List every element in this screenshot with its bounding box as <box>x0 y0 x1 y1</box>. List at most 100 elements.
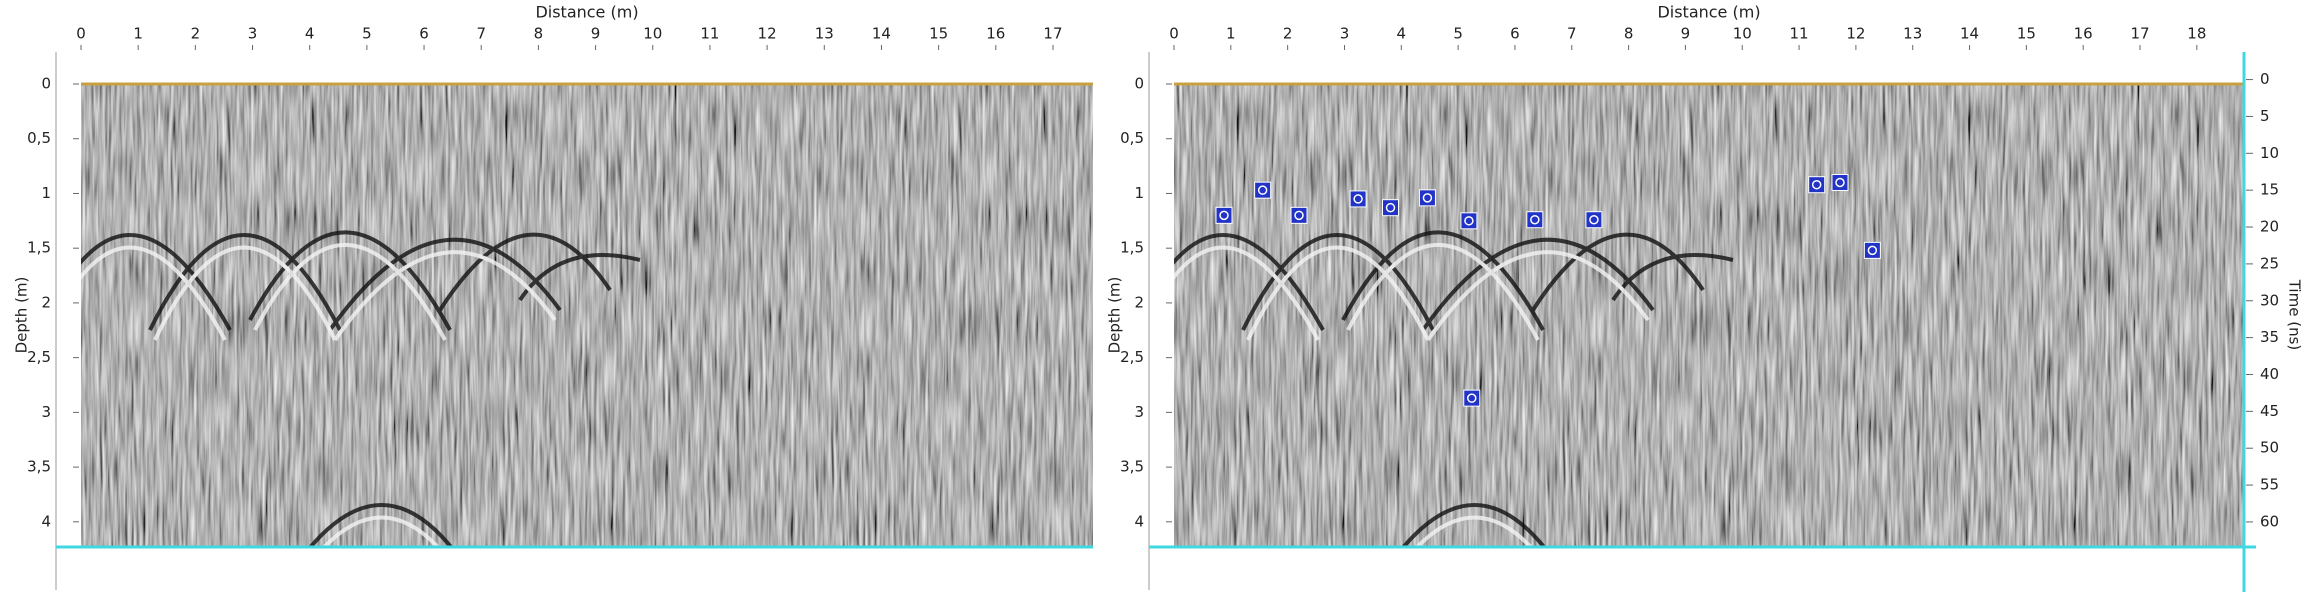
x-tick-label: 6 <box>419 25 429 43</box>
marker <box>1349 190 1367 208</box>
x-tick-label: 8 <box>534 25 544 43</box>
marker <box>1254 181 1272 199</box>
x-tick-label: 11 <box>1790 25 1809 43</box>
marker-part <box>1811 179 1822 190</box>
marker-part <box>1418 189 1436 207</box>
x-tick-label: 14 <box>1960 25 1979 43</box>
marker <box>1526 211 1544 229</box>
marker-part <box>1808 176 1826 194</box>
x-tick-label: 0 <box>1169 25 1179 43</box>
marker <box>1460 212 1478 230</box>
x-tick-label: 17 <box>2130 25 2149 43</box>
marker-part <box>1831 174 1849 192</box>
marker-part <box>1294 210 1304 221</box>
y-tick-label: 1 <box>41 184 51 202</box>
y-tick-label: 0,5 <box>1120 129 1144 147</box>
x-tick-label: 12 <box>758 25 777 43</box>
x-tick-label: 16 <box>2074 25 2093 43</box>
x-tick-label: 3 <box>1340 25 1350 43</box>
x-tick-label: 2 <box>1283 25 1293 43</box>
y2-tick-label: 20 <box>2260 218 2279 236</box>
x-tick-label: 1 <box>133 25 143 43</box>
x-tick-label: 4 <box>305 25 315 43</box>
x-tick-label: 10 <box>1733 25 1752 43</box>
marker-part <box>1422 193 1433 203</box>
y-axis-title: Depth (m) <box>13 277 31 354</box>
x-tick-label: 2 <box>191 25 201 43</box>
x-tick-label: 18 <box>2187 25 2206 43</box>
marker-part <box>1867 245 1878 256</box>
x-axis-title: Distance (m) <box>535 3 638 22</box>
y-tick-label: 2 <box>1134 293 1144 311</box>
y-tick-label: 3,5 <box>27 458 51 476</box>
x-axis-title: Distance (m) <box>1657 3 1760 22</box>
x-tick-label: 11 <box>700 25 719 43</box>
x-tick-label: 1 <box>1226 25 1236 43</box>
y-tick-label: 2,5 <box>1120 348 1144 366</box>
marker-part <box>1254 181 1272 199</box>
marker-part <box>1589 214 1599 225</box>
y2-tick-label: 35 <box>2260 328 2279 346</box>
x-tick-label: 15 <box>929 25 948 43</box>
marker-part <box>1257 185 1268 195</box>
y-axis-title: Depth (m) <box>1106 277 1124 354</box>
y2-axis-title: Time (ns) <box>2286 279 2304 351</box>
marker <box>1808 176 1826 194</box>
y2-tick-label: 5 <box>2260 107 2270 125</box>
y2-tick-label: 55 <box>2260 476 2279 494</box>
marker-part <box>1526 211 1544 229</box>
y2-tick-label: 50 <box>2260 439 2279 457</box>
x-tick-label: 16 <box>986 25 1005 43</box>
x-tick-label: 9 <box>1681 25 1691 43</box>
y2-tick-label: 40 <box>2260 365 2279 383</box>
x-tick-label: 9 <box>591 25 601 43</box>
x-tick-label: 13 <box>815 25 834 43</box>
marker-part <box>1835 177 1845 188</box>
y2-tick-label: 10 <box>2260 144 2279 162</box>
y-tick-label: 3 <box>41 403 51 421</box>
marker-part <box>1585 211 1603 229</box>
x-tick-label: 14 <box>872 25 891 43</box>
y-tick-label: 3,5 <box>1120 458 1144 476</box>
marker-part <box>1382 199 1400 217</box>
x-tick-label: 6 <box>1510 25 1520 43</box>
y2-tick-label: 0 <box>2260 70 2270 88</box>
marker <box>1418 189 1436 207</box>
radargram-left <box>81 84 1093 547</box>
marker <box>1215 206 1233 224</box>
marker-part <box>1530 214 1540 225</box>
marker-part <box>1290 206 1308 224</box>
radargram-right <box>1174 84 2244 547</box>
x-tick-label: 5 <box>362 25 372 43</box>
y-tick-label: 0 <box>1134 75 1144 93</box>
y-tick-label: 1,5 <box>27 239 51 257</box>
marker-part <box>1219 210 1229 221</box>
x-tick-label: 17 <box>1043 25 1062 43</box>
marker <box>1585 211 1603 229</box>
x-tick-label: 13 <box>1903 25 1922 43</box>
y-tick-label: 1,5 <box>1120 239 1144 257</box>
y2-tick-label: 25 <box>2260 254 2279 272</box>
x-tick-label: 7 <box>1567 25 1577 43</box>
marker-part <box>1215 206 1233 224</box>
marker <box>1290 206 1308 224</box>
y-tick-label: 0,5 <box>27 129 51 147</box>
y-tick-label: 0 <box>41 75 51 93</box>
x-tick-label: 12 <box>1846 25 1865 43</box>
marker-part <box>1385 202 1396 213</box>
marker-part <box>1460 212 1478 230</box>
marker-part <box>1863 241 1881 259</box>
y2-tick-label: 60 <box>2260 512 2279 530</box>
marker-part <box>1467 393 1477 403</box>
marker <box>1863 241 1881 259</box>
y-tick-label: 2 <box>41 293 51 311</box>
axes: Distance (m)0 1 2 3 4 5 6 7 8 9 10 11 12 13 14 15 16 1700… <box>13 3 2304 592</box>
y-tick-label: 1 <box>1134 184 1144 202</box>
y-tick-label: 2,5 <box>27 348 51 366</box>
x-tick-label: 4 <box>1397 25 1407 43</box>
x-tick-label: 0 <box>76 25 86 43</box>
marker-part <box>1353 194 1363 204</box>
y2-tick-label: 45 <box>2260 402 2279 420</box>
y2-tick-label: 30 <box>2260 291 2279 309</box>
